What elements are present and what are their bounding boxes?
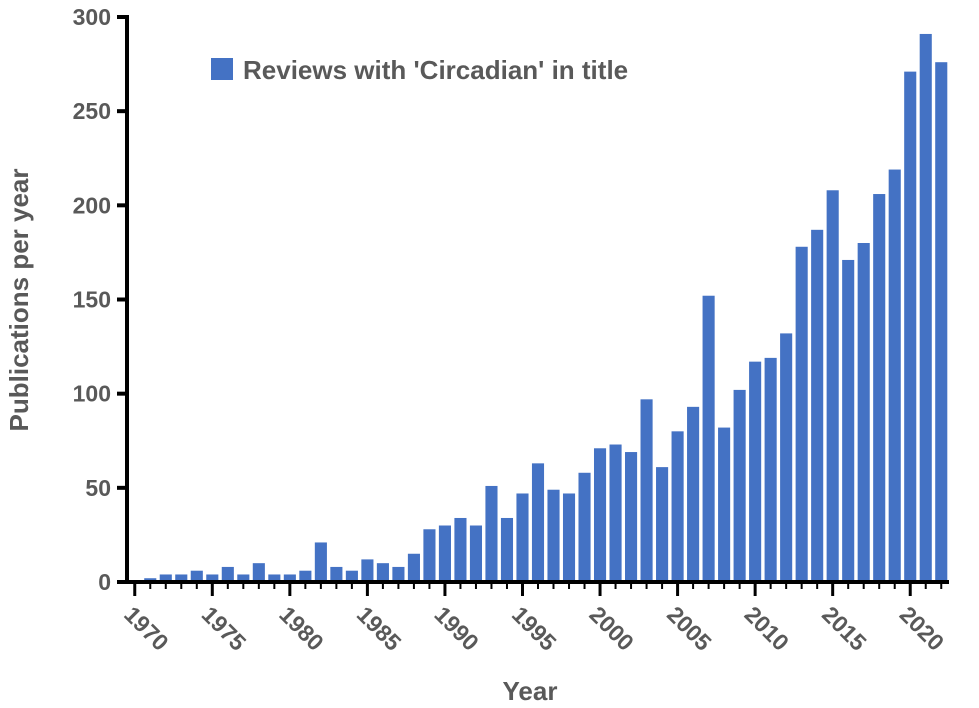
bar-1986 [376, 563, 389, 582]
bar-2016 [842, 259, 855, 582]
bar-1987 [392, 566, 405, 582]
legend: Reviews with 'Circadian' in title [211, 55, 628, 85]
y-axis: 0 50 100 150 200 250 300 [73, 4, 129, 595]
bar-1993 [485, 485, 498, 582]
x-tick-label: 1995 [507, 601, 562, 656]
bar-1985 [361, 559, 374, 582]
bar-1997 [547, 489, 560, 582]
bar-1998 [562, 493, 576, 582]
bar-2001 [609, 444, 622, 582]
bar-2004 [656, 467, 669, 582]
bar-2022 [935, 62, 948, 582]
x-tick-label: 2020 [895, 601, 950, 656]
x-tick-label: 1970 [119, 601, 174, 656]
bar-2018 [873, 194, 886, 582]
bar-1992 [469, 525, 483, 582]
x-tick-label: 1975 [197, 601, 252, 656]
bar-1989 [423, 529, 436, 582]
legend-label: Reviews with 'Circadian' in title [243, 55, 628, 85]
x-tick-label: 1990 [429, 601, 484, 656]
bar-2012 [780, 333, 793, 582]
bars-group [144, 33, 948, 583]
bar-2019 [888, 169, 901, 583]
bar-2010 [749, 361, 762, 582]
y-tick-label: 250 [73, 98, 111, 124]
bar-2002 [625, 452, 638, 582]
bar-2009 [733, 389, 746, 582]
bar-1996 [531, 463, 545, 582]
bar-1990 [438, 525, 451, 582]
x-axis: 1970 1975 1980 1985 1990 1995 2000 2005 2010 2015… [119, 580, 950, 656]
y-axis-title: Publications per year [4, 169, 34, 432]
bar-2003 [640, 399, 653, 582]
bar-1982 [314, 542, 327, 582]
bar-2021 [919, 33, 932, 582]
bar-2020 [904, 71, 917, 583]
bar-2005 [671, 431, 684, 582]
bar-2013 [795, 246, 808, 582]
bar-2017 [857, 243, 870, 582]
bar-1972 [159, 574, 172, 582]
y-tick-label: 300 [73, 4, 111, 30]
bar-1974 [190, 570, 203, 582]
bar-2007 [702, 295, 715, 582]
x-axis-title: Year [503, 676, 558, 706]
bar-1973 [175, 574, 188, 582]
y-tick-label: 200 [73, 192, 111, 218]
bar-2014 [811, 229, 824, 582]
y-tick-label: 100 [73, 381, 111, 407]
bar-1999 [578, 472, 591, 582]
bar-1983 [330, 566, 343, 582]
x-tick-label: 2010 [740, 601, 795, 656]
bar-2015 [826, 190, 839, 582]
legend-swatch [211, 58, 233, 80]
bar-1991 [454, 517, 467, 582]
bar-2006 [687, 406, 700, 582]
bar-1979 [268, 574, 281, 582]
x-tick-label: 2005 [662, 601, 717, 656]
bar-1978 [252, 563, 265, 582]
bar-2008 [718, 427, 731, 582]
bar-1975 [206, 574, 219, 582]
bar-1980 [283, 574, 296, 582]
y-tick-label: 50 [85, 475, 111, 501]
bar-1988 [407, 553, 420, 582]
bar-1984 [345, 570, 358, 582]
y-tick-label: 150 [73, 287, 111, 313]
bar-2000 [593, 448, 607, 582]
bar-1981 [299, 570, 312, 582]
y-tick-label: 0 [98, 569, 111, 595]
x-tick-label: 1985 [352, 601, 407, 656]
x-tick-label: 1980 [274, 601, 329, 656]
x-tick-label: 2000 [585, 601, 640, 656]
x-tick-label: 2015 [817, 601, 872, 656]
bar-1977 [237, 574, 250, 582]
bar-1995 [516, 493, 529, 582]
bar-2011 [764, 357, 777, 582]
bar-1976 [221, 566, 234, 582]
bar-1994 [500, 517, 514, 582]
